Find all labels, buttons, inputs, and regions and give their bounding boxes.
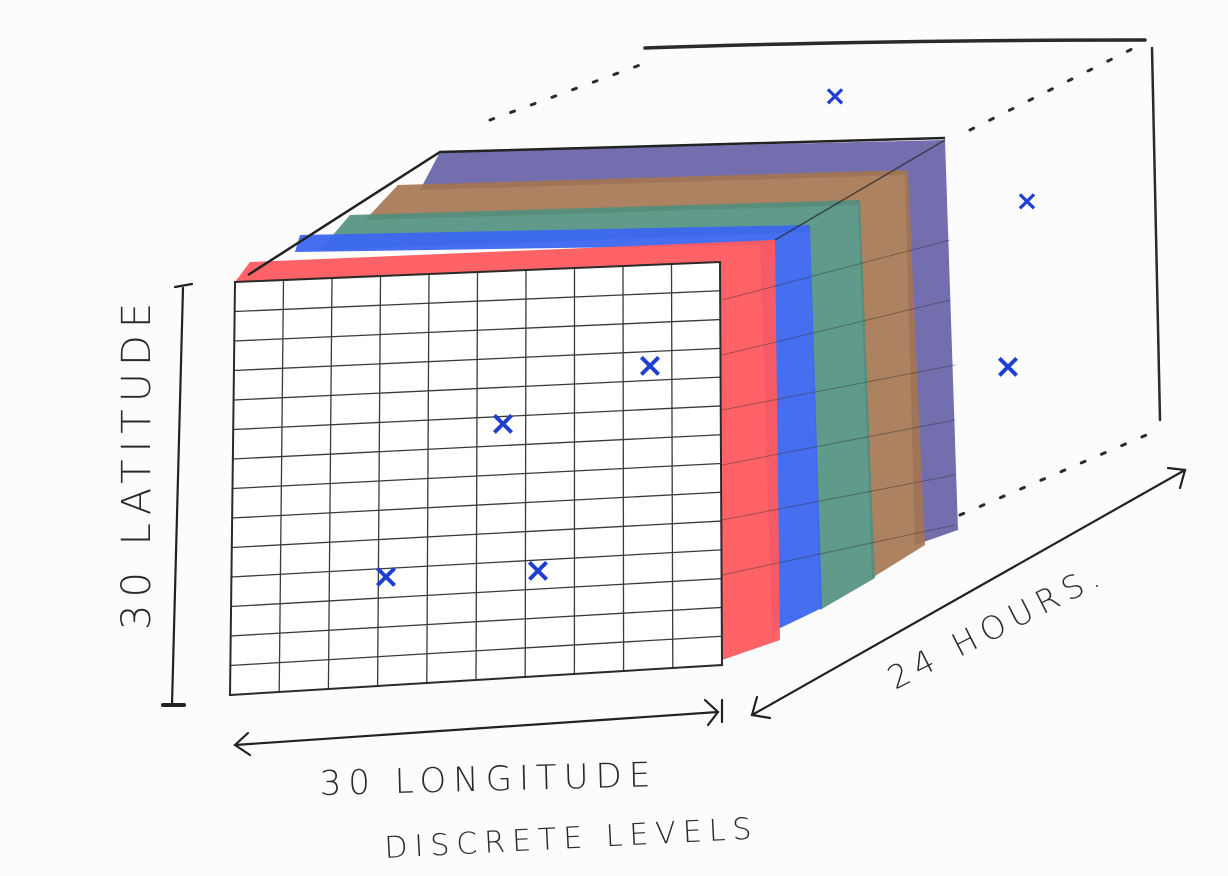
side-grid-lines [721,239,956,576]
far-box-outline [488,38,1162,517]
x-marker-icon: × [823,79,846,112]
hours-arrow [750,468,1187,717]
grid-row-line [231,549,722,578]
x-marker-icon: × [994,347,1023,387]
grid-row-line [230,635,722,667]
layer-red [235,240,780,660]
layer-purple [420,140,958,545]
x-marker-icon: × [636,346,665,386]
sample-markers: × × × × × × × [372,79,1039,597]
x-marker-icon: × [489,404,518,444]
longitude-label: 30 LONGITUDE [319,755,658,804]
longitude-arrow [233,710,720,747]
x-marker-icon: × [372,557,401,597]
grid-row-line [231,520,722,549]
layer-stack [235,136,958,660]
levels-label: DISCRETE LEVELS [384,811,760,866]
grid-row-line [230,606,722,637]
grid-row-line [233,376,721,401]
latitude-arrow [170,286,185,707]
grid-row-line [232,491,722,519]
front-face-grid [228,260,724,697]
grid-row-line [234,318,721,342]
x-marker-icon: × [524,551,553,591]
latitude-label: 30 LATITUDE [114,296,160,630]
grid-row-line [233,347,721,372]
grid-row-line [231,577,722,608]
grid-row-line [232,434,721,460]
layer-brown [365,170,925,578]
dimension-arrows [161,282,1187,757]
grid-row-line [232,462,722,490]
grid-row-line [233,405,721,431]
grid-row-line [234,290,721,313]
x-marker-icon: × [1015,184,1038,217]
